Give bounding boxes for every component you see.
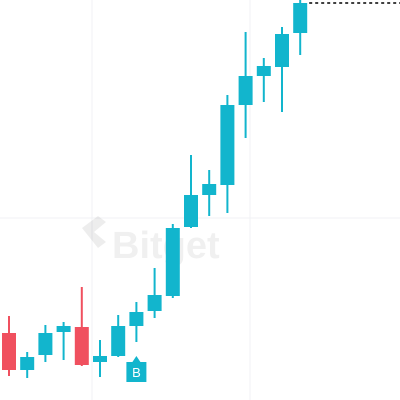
candle-body	[220, 105, 235, 185]
candle-body	[129, 312, 144, 326]
candle-body	[111, 326, 126, 356]
candle-body	[275, 34, 289, 67]
candle-body	[238, 76, 253, 105]
candle-body	[256, 66, 271, 76]
candle-body	[93, 356, 107, 362]
buy-marker	[126, 356, 147, 382]
candle-body	[74, 327, 89, 365]
candle-body	[165, 228, 180, 296]
candle-body	[202, 184, 217, 195]
candle-body	[56, 326, 71, 332]
candle-body	[293, 3, 308, 33]
watermark-logo	[82, 216, 106, 248]
buy-marker-label: B	[132, 365, 141, 380]
candle-body	[184, 195, 198, 227]
candle-body	[38, 333, 53, 355]
candle-body	[2, 333, 16, 370]
candle-body	[20, 357, 35, 370]
candle-body	[147, 295, 162, 311]
